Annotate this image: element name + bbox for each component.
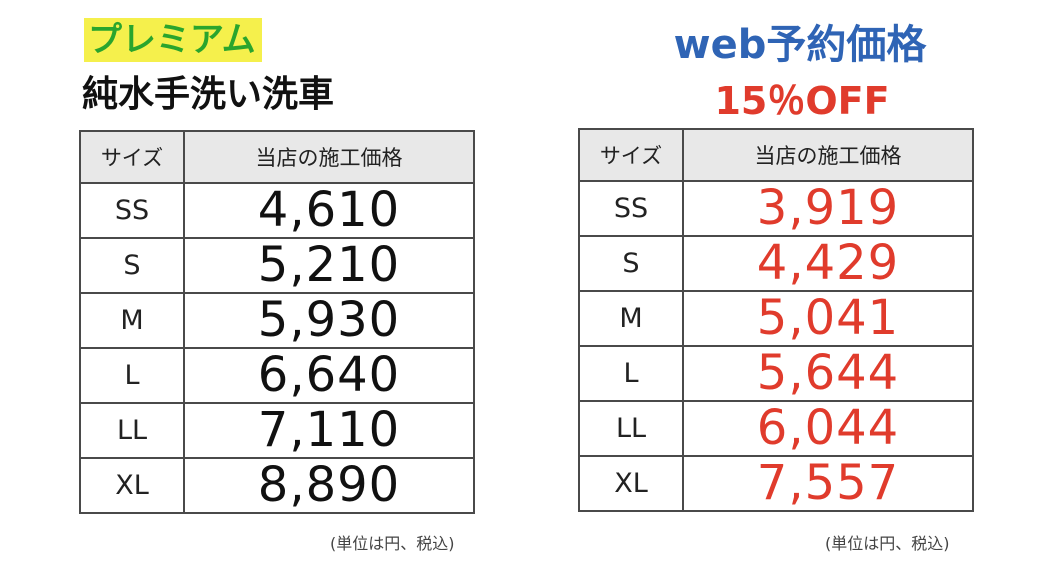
size-cell: S <box>79 237 185 294</box>
price-cell: 5,930 <box>183 292 475 349</box>
size-cell: L <box>79 347 185 404</box>
price-cell: 8,890 <box>183 457 475 514</box>
table-row: M 5,041 <box>578 290 974 347</box>
table-row: LL 6,044 <box>578 400 974 457</box>
price-cell: 4,429 <box>682 235 974 292</box>
header-price: 当店の施工価格 <box>682 128 974 182</box>
table-row: XL 7,557 <box>578 455 974 512</box>
size-cell: XL <box>79 457 185 514</box>
price-cell: 7,557 <box>682 455 974 512</box>
table-row: S 4,429 <box>578 235 974 292</box>
price-cell: 3,919 <box>682 180 974 237</box>
web-price-table: サイズ 当店の施工価格 SS 3,919 S 4,429 M 5,041 L 5… <box>578 128 974 512</box>
size-cell: M <box>578 290 684 347</box>
table-row: SS 3,919 <box>578 180 974 237</box>
price-cell: 5,041 <box>682 290 974 347</box>
table-row: LL 7,110 <box>79 402 475 459</box>
premium-panel: プレミアム 純水手洗い洗車 サイズ 当店の施工価格 SS 4,610 S 5,2… <box>79 18 475 553</box>
table-header-row: サイズ 当店の施工価格 <box>578 128 974 182</box>
size-cell: S <box>578 235 684 292</box>
table-row: L 6,640 <box>79 347 475 404</box>
size-cell: LL <box>79 402 185 459</box>
table-row: M 5,930 <box>79 292 475 349</box>
table-row: SS 4,610 <box>79 182 475 239</box>
size-cell: XL <box>578 455 684 512</box>
size-cell: L <box>578 345 684 402</box>
price-cell: 5,644 <box>682 345 974 402</box>
table-row: S 5,210 <box>79 237 475 294</box>
header-size: サイズ <box>79 130 185 184</box>
price-cell: 6,044 <box>682 400 974 457</box>
header-size: サイズ <box>578 128 684 182</box>
web-price-title: web予約価格 <box>673 22 927 68</box>
size-cell: M <box>79 292 185 349</box>
table-row: L 5,644 <box>578 345 974 402</box>
price-cell: 4,610 <box>183 182 475 239</box>
size-cell: SS <box>79 182 185 239</box>
premium-subtitle: 純水手洗い洗車 <box>82 74 335 115</box>
header-price: 当店の施工価格 <box>183 130 475 184</box>
size-cell: SS <box>578 180 684 237</box>
discount-label: 15％OFF <box>714 79 890 123</box>
premium-price-table: サイズ 当店の施工価格 SS 4,610 S 5,210 M 5,930 L 6… <box>79 130 475 514</box>
premium-badge: プレミアム <box>84 18 262 62</box>
price-cell: 7,110 <box>183 402 475 459</box>
price-cell: 5,210 <box>183 237 475 294</box>
unit-note: (単位は円、税込) <box>825 534 950 553</box>
size-cell: LL <box>578 400 684 457</box>
unit-note: (単位は円、税込) <box>330 534 455 553</box>
table-row: XL 8,890 <box>79 457 475 514</box>
web-price-panel: web予約価格 15％OFF サイズ 当店の施工価格 SS 3,919 S 4,… <box>545 0 1055 567</box>
table-header-row: サイズ 当店の施工価格 <box>79 130 475 184</box>
price-cell: 6,640 <box>183 347 475 404</box>
